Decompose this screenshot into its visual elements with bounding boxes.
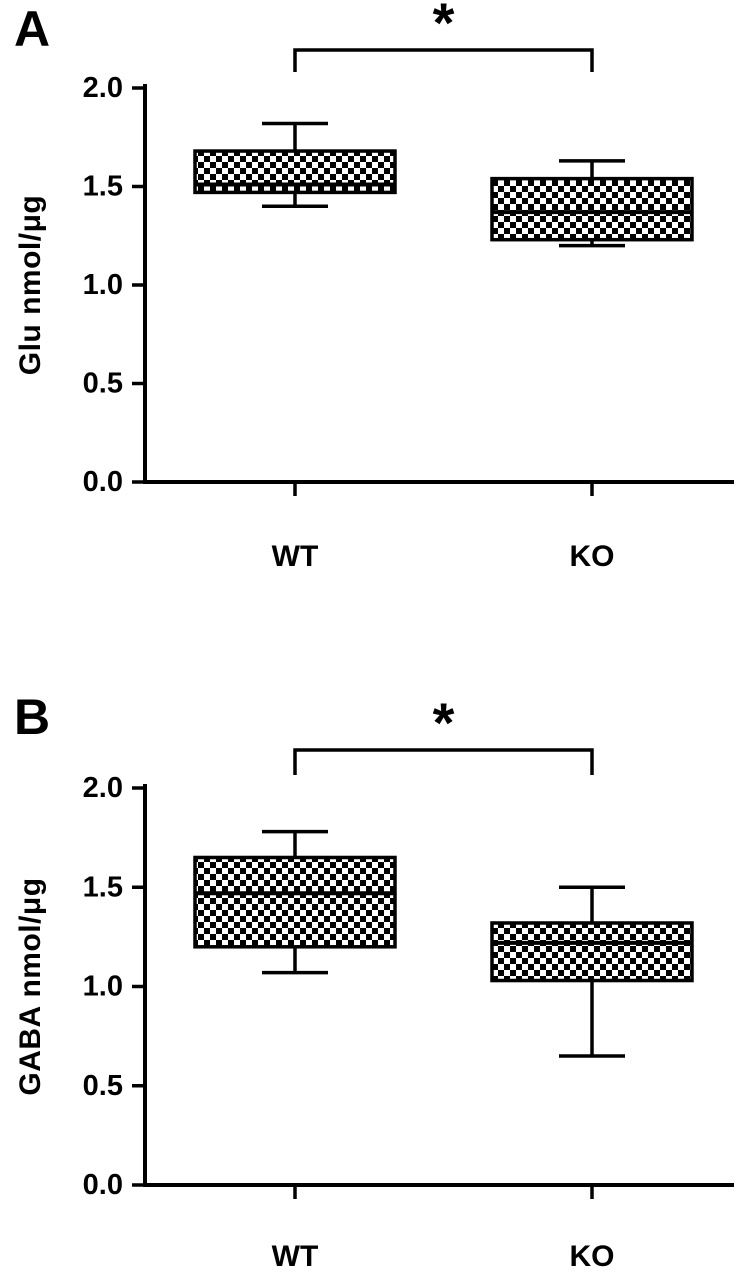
y-tick-label: 1.0: [83, 971, 123, 1003]
category-label-ko: KO: [570, 1240, 615, 1273]
y-tick-label: 0.0: [83, 1169, 123, 1201]
significance-star: *: [433, 691, 455, 754]
significance-bracket: [293, 48, 594, 72]
y-tick-label: 1.0: [83, 269, 123, 301]
y-axis-title: Glu nmol/μg: [14, 195, 47, 376]
y-tick-label: 2.0: [83, 772, 123, 804]
panel-b-chart: B 0.0 0.5 1.0 1.5 2.0 GABA nmol/μg WT KO *: [14, 689, 734, 1273]
y-axis-title: GABA nmol/μg: [14, 877, 47, 1095]
y-tick-label: 2.0: [83, 72, 123, 104]
box-wt: [193, 855, 397, 949]
category-label-wt: WT: [272, 1240, 319, 1273]
y-tick-label: 1.5: [83, 871, 123, 903]
y-tick-label: 0.5: [83, 1070, 123, 1102]
box-ko: [490, 176, 694, 242]
category-label-wt: WT: [272, 540, 319, 573]
category-label-ko: KO: [570, 540, 615, 573]
y-tick-label: 1.5: [83, 171, 123, 203]
panel-a-chart: A 0.0 0.5 1.0 1.5 2.0 Glu nmol/μg WT KO *: [14, 0, 734, 573]
significance-bracket: [293, 748, 594, 775]
panel-letter: B: [14, 689, 50, 745]
panel-letter: A: [14, 1, 50, 57]
y-tick-label: 0.0: [83, 466, 123, 498]
box-ko: [490, 921, 694, 983]
significance-star: *: [433, 0, 455, 54]
y-tick-label: 0.5: [83, 368, 123, 400]
